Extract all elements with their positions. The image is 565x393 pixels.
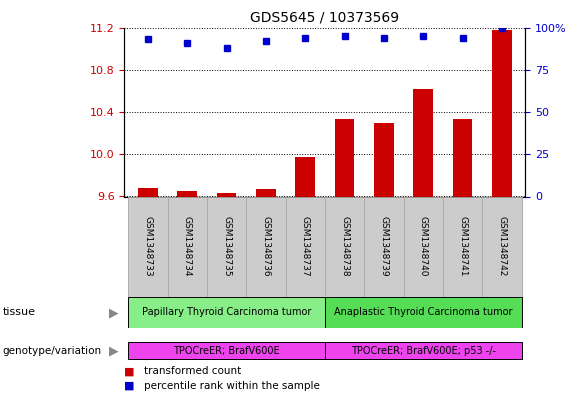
Bar: [207, 196, 246, 297]
Bar: [325, 298, 521, 327]
Bar: [414, 89, 433, 196]
Bar: [256, 189, 276, 196]
Text: percentile rank within the sample: percentile rank within the sample: [144, 381, 320, 391]
Bar: [492, 29, 512, 196]
Text: ▶: ▶: [109, 344, 119, 357]
Bar: [325, 196, 364, 297]
Bar: [128, 342, 325, 359]
Text: ■: ■: [124, 366, 135, 376]
Bar: [482, 196, 521, 297]
Bar: [285, 196, 325, 297]
Title: GDS5645 / 10373569: GDS5645 / 10373569: [250, 11, 399, 25]
Text: transformed count: transformed count: [144, 366, 241, 376]
Text: GSM1348740: GSM1348740: [419, 217, 428, 277]
Bar: [168, 196, 207, 297]
Text: ▶: ▶: [109, 306, 119, 319]
Text: Papillary Thyroid Carcinoma tumor: Papillary Thyroid Carcinoma tumor: [142, 307, 311, 318]
Bar: [128, 196, 168, 297]
Bar: [325, 342, 521, 359]
Bar: [246, 196, 285, 297]
Text: ■: ■: [124, 381, 135, 391]
Bar: [128, 298, 325, 327]
Text: GSM1348741: GSM1348741: [458, 217, 467, 277]
Bar: [403, 196, 443, 297]
Text: GSM1348734: GSM1348734: [182, 217, 192, 277]
Text: GSM1348736: GSM1348736: [262, 216, 271, 277]
Bar: [374, 123, 394, 196]
Bar: [443, 196, 482, 297]
Bar: [453, 119, 472, 196]
Bar: [138, 188, 158, 196]
Bar: [364, 196, 403, 297]
Bar: [295, 158, 315, 196]
Text: TPOCreER; BrafV600E: TPOCreER; BrafV600E: [173, 346, 280, 356]
Text: GSM1348739: GSM1348739: [379, 216, 388, 277]
Text: GSM1348737: GSM1348737: [301, 216, 310, 277]
Text: genotype/variation: genotype/variation: [3, 346, 102, 356]
Text: Anaplastic Thyroid Carcinoma tumor: Anaplastic Thyroid Carcinoma tumor: [334, 307, 512, 318]
Text: tissue: tissue: [3, 307, 36, 318]
Text: GSM1348735: GSM1348735: [222, 216, 231, 277]
Text: GSM1348733: GSM1348733: [144, 216, 153, 277]
Bar: [217, 193, 236, 196]
Text: TPOCreER; BrafV600E; p53 -/-: TPOCreER; BrafV600E; p53 -/-: [351, 346, 496, 356]
Text: GSM1348742: GSM1348742: [497, 217, 506, 277]
Text: GSM1348738: GSM1348738: [340, 216, 349, 277]
Bar: [177, 191, 197, 196]
Bar: [334, 119, 354, 196]
